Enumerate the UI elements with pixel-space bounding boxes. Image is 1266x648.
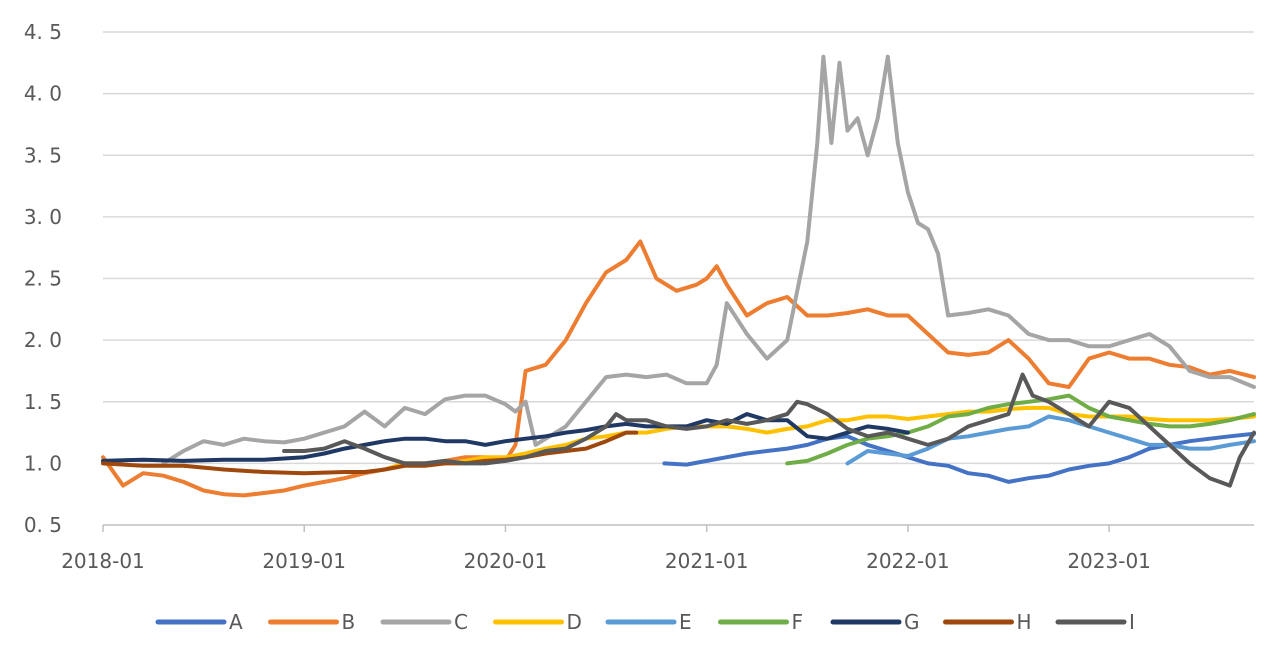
- y-tick-label: 3. 0: [24, 205, 62, 229]
- y-tick-label: 2. 5: [24, 267, 62, 291]
- x-tick-label: 2018-01: [61, 549, 145, 573]
- series-line-f: [785, 393, 1256, 466]
- legend-label-f: F: [792, 610, 804, 634]
- series-line-c: [161, 54, 1256, 466]
- legend-label-c: C: [454, 610, 468, 634]
- x-tick-label: 2022-01: [866, 549, 950, 573]
- series-line-i: [282, 372, 1256, 488]
- y-tick-label: 1. 0: [24, 451, 62, 475]
- y-tick-label: 1. 5: [24, 390, 62, 414]
- legend-label-g: G: [904, 610, 920, 634]
- y-tick-label: 3. 5: [24, 143, 62, 167]
- legend-label-b: B: [342, 610, 356, 634]
- legend-label-d: D: [567, 610, 582, 634]
- y-tick-label: 4. 5: [24, 20, 62, 44]
- series-line-b: [101, 239, 1256, 498]
- series-line-g: [101, 412, 910, 463]
- series-line-h: [101, 430, 639, 476]
- x-tick-label: 2020-01: [464, 549, 548, 573]
- legend: A B C D E F G H I: [155, 610, 1135, 634]
- series-line-e: [845, 414, 1256, 466]
- y-tick-label: 2. 0: [24, 328, 62, 352]
- y-axis-tick-labels: 4. 5 4. 0 3. 5 3. 0 2. 5 2. 0 1. 5 1. 0 0. 5: [24, 20, 62, 537]
- legend-label-a: A: [229, 610, 243, 634]
- legend-label-h: H: [1017, 610, 1032, 634]
- y-tick-label: 0. 5: [24, 513, 62, 537]
- y-tick-label: 4. 0: [24, 82, 62, 106]
- series-line-a: [662, 431, 1256, 484]
- x-tick-label: 2023-01: [1067, 549, 1151, 573]
- x-tick-label: 2021-01: [665, 549, 749, 573]
- gridlines: [103, 31, 1254, 465]
- x-axis: 2018-01 2019-01 2020-01 2021-01 2022-01 2023-…: [61, 525, 1151, 573]
- series-lines: [101, 54, 1256, 498]
- legend-label-e: E: [679, 610, 692, 634]
- legend-label-i: I: [1129, 610, 1135, 634]
- x-tick-label: 2019-01: [262, 549, 346, 573]
